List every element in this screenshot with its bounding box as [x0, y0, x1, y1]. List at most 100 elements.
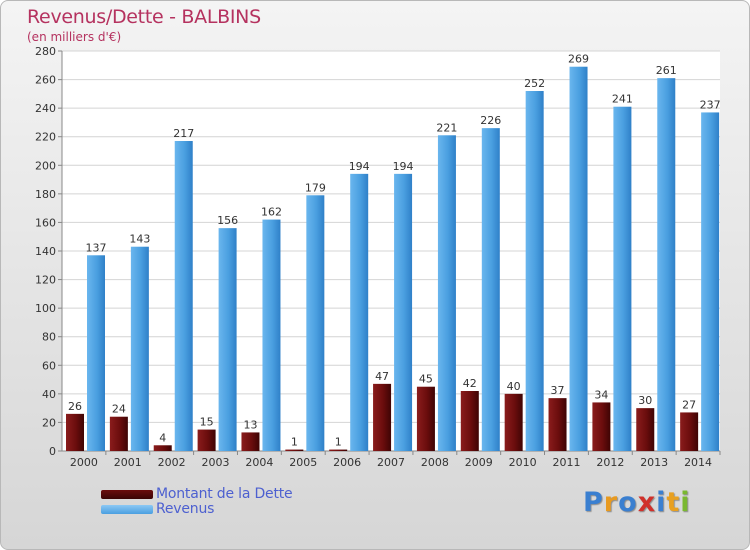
data-label-revenue: 162 [261, 206, 282, 219]
x-tick-label: 2013 [640, 456, 668, 469]
data-label-debt: 1 [291, 436, 298, 449]
data-label-revenue: 156 [217, 214, 238, 227]
y-tick-label: 0 [49, 445, 56, 458]
data-label-revenue: 269 [568, 53, 589, 66]
legend-label-debt: Montant de la Dette [156, 486, 293, 502]
y-tick-label: 160 [35, 216, 56, 229]
y-tick-label: 100 [35, 302, 56, 315]
chart-subtitle: (en milliers d'€) [27, 30, 122, 44]
y-tick-label: 240 [35, 102, 56, 115]
x-tick-label: 2009 [465, 456, 493, 469]
bar-debt [66, 413, 84, 451]
data-label-debt: 47 [375, 370, 389, 383]
data-label-debt: 40 [507, 380, 521, 393]
bar-debt [416, 386, 435, 451]
bar-debt [153, 445, 172, 451]
proxiti-logo: Proxiti [583, 487, 691, 518]
x-tick-label: 2011 [552, 456, 580, 469]
data-label-revenue: 217 [173, 127, 194, 140]
y-tick-label: 200 [35, 159, 56, 172]
x-tick-label: 2007 [377, 456, 405, 469]
data-label-debt: 13 [243, 418, 257, 431]
bar-debt [241, 432, 260, 451]
logo-letter: i [680, 487, 691, 518]
data-label-debt: 26 [68, 400, 82, 413]
logo-letter: x [637, 487, 657, 518]
bar-debt [680, 412, 699, 451]
x-tick-label: 2010 [509, 456, 537, 469]
data-label-revenue: 226 [480, 114, 501, 127]
bar-debt [636, 408, 655, 451]
y-tick-label: 80 [42, 331, 56, 344]
y-tick-label: 40 [42, 388, 56, 401]
x-tick-label: 2003 [202, 456, 230, 469]
data-label-debt: 34 [594, 388, 608, 401]
x-tick-label: 2014 [684, 456, 712, 469]
bar-revenue [350, 173, 369, 451]
x-tick-label: 2008 [421, 456, 449, 469]
y-tick-label: 180 [35, 188, 56, 201]
bar-revenue [525, 91, 544, 451]
data-label-revenue: 261 [656, 64, 677, 77]
data-label-debt: 30 [638, 394, 652, 407]
bar-revenue [701, 112, 720, 451]
bar-revenue [394, 173, 413, 451]
bar-revenue [569, 66, 588, 451]
y-tick-label: 120 [35, 274, 56, 287]
bar-revenue [613, 106, 632, 451]
bar-debt [329, 449, 348, 451]
legend-swatch-revenue [101, 505, 153, 514]
legend-swatch-debt [101, 490, 153, 499]
bar-debt [504, 393, 523, 451]
data-label-debt: 27 [682, 398, 696, 411]
x-tick-label: 2005 [289, 456, 317, 469]
y-tick-label: 220 [35, 131, 56, 144]
logo-letter: o [618, 487, 638, 518]
data-label-debt: 37 [551, 384, 565, 397]
bar-revenue [657, 78, 676, 452]
data-label-debt: 24 [112, 403, 126, 416]
bar-debt [109, 416, 128, 451]
bar-revenue [218, 228, 237, 451]
chart-title: Revenus/Dette - BALBINS [27, 6, 261, 28]
bar-debt [373, 383, 392, 451]
logo-letter: r [603, 487, 619, 518]
data-label-revenue: 221 [436, 121, 457, 134]
bar-revenue [174, 141, 193, 451]
logo-letter: t [666, 487, 681, 518]
data-label-revenue: 143 [129, 233, 150, 246]
x-tick-label: 2006 [333, 456, 361, 469]
y-tick-label: 260 [35, 74, 56, 87]
x-tick-label: 2004 [245, 456, 273, 469]
x-tick-label: 2002 [158, 456, 186, 469]
data-label-debt: 42 [463, 377, 477, 390]
bar-revenue [481, 128, 500, 451]
bar-debt [197, 429, 216, 451]
bar-revenue [306, 195, 325, 451]
bar-debt [460, 391, 479, 451]
x-tick-label: 2012 [596, 456, 624, 469]
y-tick-label: 280 [35, 45, 56, 58]
y-tick-label: 20 [42, 416, 56, 429]
data-label-revenue: 237 [700, 98, 721, 111]
data-label-debt: 1 [335, 436, 342, 449]
x-tick-label: 2000 [70, 456, 98, 469]
data-label-debt: 4 [159, 431, 166, 444]
data-label-revenue: 137 [86, 241, 107, 254]
data-label-debt: 15 [200, 416, 214, 429]
data-label-debt: 45 [419, 373, 433, 386]
bar-revenue [87, 255, 105, 451]
bar-debt [592, 402, 611, 451]
bar-debt [548, 398, 567, 451]
bar-revenue [130, 246, 149, 451]
data-label-revenue: 194 [393, 160, 414, 173]
y-tick-label: 60 [42, 359, 56, 372]
x-tick-label: 2001 [114, 456, 142, 469]
data-label-revenue: 194 [349, 160, 370, 173]
logo-letter: P [583, 487, 604, 518]
logo-letter: i [656, 487, 667, 518]
bar-revenue [262, 219, 281, 451]
legend-label-revenue: Revenus [156, 501, 215, 517]
